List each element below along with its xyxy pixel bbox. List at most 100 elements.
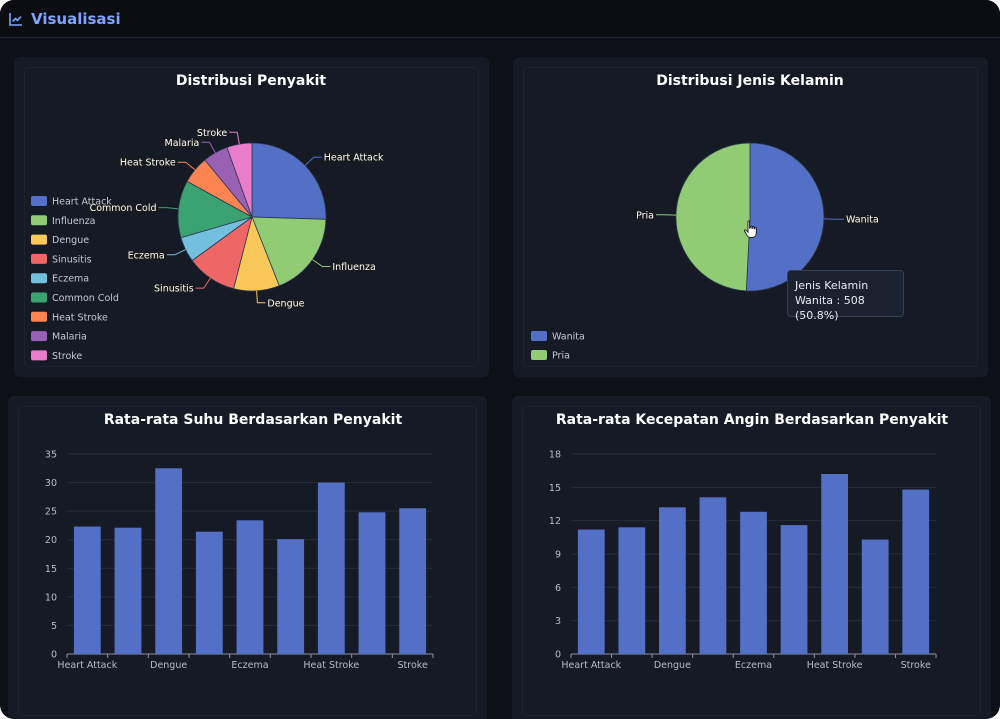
legend-swatch-malaria[interactable] <box>31 331 47 342</box>
legend-label-malaria[interactable]: Malaria <box>52 332 87 343</box>
pie-label-dengue: Dengue <box>267 298 304 309</box>
legend-swatch-heart-attack[interactable] <box>31 196 47 206</box>
bar-sinusitis[interactable] <box>699 497 727 654</box>
page-header: Visualisasi <box>0 0 1000 38</box>
y-tick-label: 18 <box>549 450 561 461</box>
legend-label-dengue[interactable]: Dengue <box>52 235 89 246</box>
label-leader-line <box>166 249 186 256</box>
bar-malaria[interactable] <box>358 512 386 654</box>
y-tick-label: 0 <box>51 650 57 661</box>
y-tick-label: 9 <box>555 550 561 561</box>
bar-heart-attack[interactable] <box>73 526 101 654</box>
x-tick-label: Stroke <box>901 660 931 671</box>
y-tick-label: 35 <box>45 450 57 461</box>
pie-slice-wanita[interactable] <box>745 142 825 292</box>
avg-wind-speed-card: Rata-rata Kecepatan Angin Berdasarkan Pe… <box>512 396 991 719</box>
bar-heat-stroke[interactable] <box>317 482 345 654</box>
chart-title: Rata-rata Suhu Berdasarkan Penyakit <box>104 412 403 428</box>
wind-speed-bar-chart[interactable]: Rata-rata Kecepatan Angin Berdasarkan Pe… <box>512 396 991 719</box>
tooltip-title: Jenis Kelamin <box>795 279 869 292</box>
bar-influenza[interactable] <box>618 527 646 654</box>
temperature-bar-chart[interactable]: Rata-rata Suhu Berdasarkan Penyakit 0 5 10 1… <box>8 396 487 719</box>
pie-slice-heart-attack[interactable] <box>251 142 327 220</box>
label-leader-line <box>256 290 266 304</box>
pie-label-heart-attack: Heart Attack <box>324 153 384 164</box>
y-tick-label: 15 <box>45 564 57 575</box>
gender-pie-chart[interactable]: Distribusi Jenis Kelamin Wanita Pria Wanita… <box>513 57 988 377</box>
legend-swatch-dengue[interactable] <box>31 234 47 245</box>
chart-title: Rata-rata Kecepatan Angin Berdasarkan Pe… <box>556 412 949 428</box>
x-tick-label: Heart Attack <box>57 660 117 671</box>
x-tick-label: Dengue <box>654 660 691 671</box>
label-leader-line <box>312 259 331 267</box>
card-frame <box>523 67 978 367</box>
page-title: Visualisasi <box>31 9 121 28</box>
legend-label-sinusitis[interactable]: Sinusitis <box>52 254 92 265</box>
bar-sinusitis[interactable] <box>195 531 223 654</box>
pie-label-sinusitis: Sinusitis <box>154 284 194 295</box>
legend-swatch-common-cold[interactable] <box>31 292 47 303</box>
disease-pie-chart[interactable]: Distribusi Penyakit Heart Attack Influenza… <box>14 57 489 377</box>
legend-swatch-eczema[interactable] <box>31 273 47 284</box>
legend-label-pria[interactable]: Pria <box>552 351 570 362</box>
label-leader-line <box>229 131 240 145</box>
y-tick-label: 6 <box>555 583 561 594</box>
bar-common-cold[interactable] <box>780 525 808 654</box>
legend-label-wanita[interactable]: Wanita <box>552 332 585 343</box>
x-tick-label: Eczema <box>735 660 772 671</box>
pie-label-stroke: Stroke <box>197 128 227 139</box>
pie-label-common-cold: Common Cold <box>90 203 157 214</box>
bar-eczema[interactable] <box>740 511 767 654</box>
legend-label-influenza[interactable]: Influenza <box>52 216 96 227</box>
label-leader-line <box>195 277 211 289</box>
bar-dengue[interactable] <box>659 507 686 654</box>
card-frame <box>24 67 479 367</box>
x-tick-label: Heart Attack <box>561 660 621 671</box>
pie-label-influenza: Influenza <box>332 262 376 273</box>
bar-common-cold[interactable] <box>277 539 305 654</box>
disease-distribution-card: Distribusi Penyakit Heart Attack Influenza… <box>14 57 489 377</box>
bar-influenza[interactable] <box>114 527 142 654</box>
pie-label-eczema: Eczema <box>128 250 165 261</box>
pie-slice-common-cold[interactable] <box>177 180 254 239</box>
pie-label-pria: Pria <box>636 210 654 221</box>
bar-heat-stroke[interactable] <box>821 474 848 654</box>
legend-swatch-influenza[interactable] <box>31 215 47 226</box>
legend-label-stroke[interactable]: Stroke <box>52 351 82 362</box>
x-tick-label: Eczema <box>231 660 268 671</box>
chart-title: Distribusi Penyakit <box>176 73 327 89</box>
y-tick-label: 10 <box>45 592 57 603</box>
legend-label-heart-attack[interactable]: Heart Attack <box>52 197 112 208</box>
hand-pointer-icon <box>743 220 759 244</box>
y-tick-label: 5 <box>51 621 57 632</box>
legend-swatch-stroke[interactable] <box>31 350 47 361</box>
legend-label-common-cold[interactable]: Common Cold <box>52 293 119 304</box>
legend-label-eczema[interactable]: Eczema <box>52 274 89 285</box>
legend-swatch-heat-stroke[interactable] <box>31 311 47 322</box>
bar-malaria[interactable] <box>861 539 889 654</box>
label-leader-line <box>304 156 322 166</box>
bar-dengue[interactable] <box>155 468 183 654</box>
bar-eczema[interactable] <box>236 520 264 654</box>
y-tick-label: 0 <box>555 650 561 661</box>
legend-swatch-wanita[interactable] <box>531 331 547 341</box>
legend-label-heat-stroke[interactable]: Heat Stroke <box>52 312 108 323</box>
bar-heart-attack[interactable] <box>577 529 605 654</box>
pie-label-heat-stroke: Heat Stroke <box>120 158 176 169</box>
bar-stroke[interactable] <box>399 508 427 654</box>
avg-temperature-card: Rata-rata Suhu Berdasarkan Penyakit 0 5 10 1… <box>8 396 487 719</box>
y-tick-label: 25 <box>45 507 57 518</box>
gender-distribution-card: Distribusi Jenis Kelamin Wanita Pria Wanita… <box>513 57 988 377</box>
y-tick-label: 12 <box>549 516 561 527</box>
bar-stroke[interactable] <box>902 489 930 654</box>
line-chart-icon <box>9 11 25 27</box>
legend-swatch-pria[interactable] <box>531 350 547 360</box>
label-leader-line <box>201 141 216 153</box>
pie-slice-pria[interactable] <box>675 142 751 292</box>
x-tick-label: Heat Stroke <box>303 660 359 671</box>
tooltip-value: Wanita : 508 (50.8%) <box>795 294 865 322</box>
x-tick-label: Heat Stroke <box>807 660 863 671</box>
x-tick-label: Dengue <box>150 660 187 671</box>
legend-swatch-sinusitis[interactable] <box>31 253 47 264</box>
